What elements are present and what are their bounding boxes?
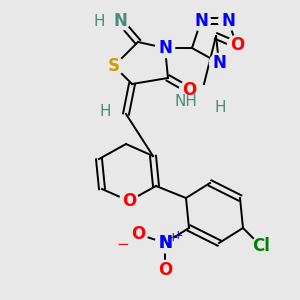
Circle shape <box>209 53 229 73</box>
Text: N: N <box>221 12 235 30</box>
Circle shape <box>128 224 148 244</box>
Text: N: N <box>113 12 127 30</box>
Circle shape <box>155 233 175 253</box>
Text: O: O <box>182 81 196 99</box>
Text: O: O <box>158 261 172 279</box>
Text: S: S <box>108 57 120 75</box>
Text: N: N <box>158 234 172 252</box>
Text: NH: NH <box>175 94 197 110</box>
Text: H: H <box>93 14 105 28</box>
Circle shape <box>155 260 175 280</box>
Circle shape <box>110 11 130 31</box>
Text: O: O <box>122 192 136 210</box>
Text: N: N <box>158 39 172 57</box>
Text: O: O <box>131 225 145 243</box>
Circle shape <box>218 11 238 31</box>
Circle shape <box>155 38 175 58</box>
Circle shape <box>191 11 211 31</box>
Circle shape <box>104 56 124 76</box>
Text: N: N <box>194 12 208 30</box>
Circle shape <box>227 35 247 55</box>
Circle shape <box>251 236 271 256</box>
Text: +: + <box>172 229 183 242</box>
Text: −: − <box>116 237 129 252</box>
Text: O: O <box>230 36 244 54</box>
Text: N: N <box>212 54 226 72</box>
Text: N: N <box>158 234 172 252</box>
Text: H: H <box>99 103 111 118</box>
Circle shape <box>119 191 139 211</box>
Text: +: + <box>168 231 179 244</box>
Text: Cl: Cl <box>252 237 270 255</box>
Circle shape <box>155 233 175 253</box>
Circle shape <box>179 80 199 100</box>
Text: H: H <box>215 100 226 116</box>
